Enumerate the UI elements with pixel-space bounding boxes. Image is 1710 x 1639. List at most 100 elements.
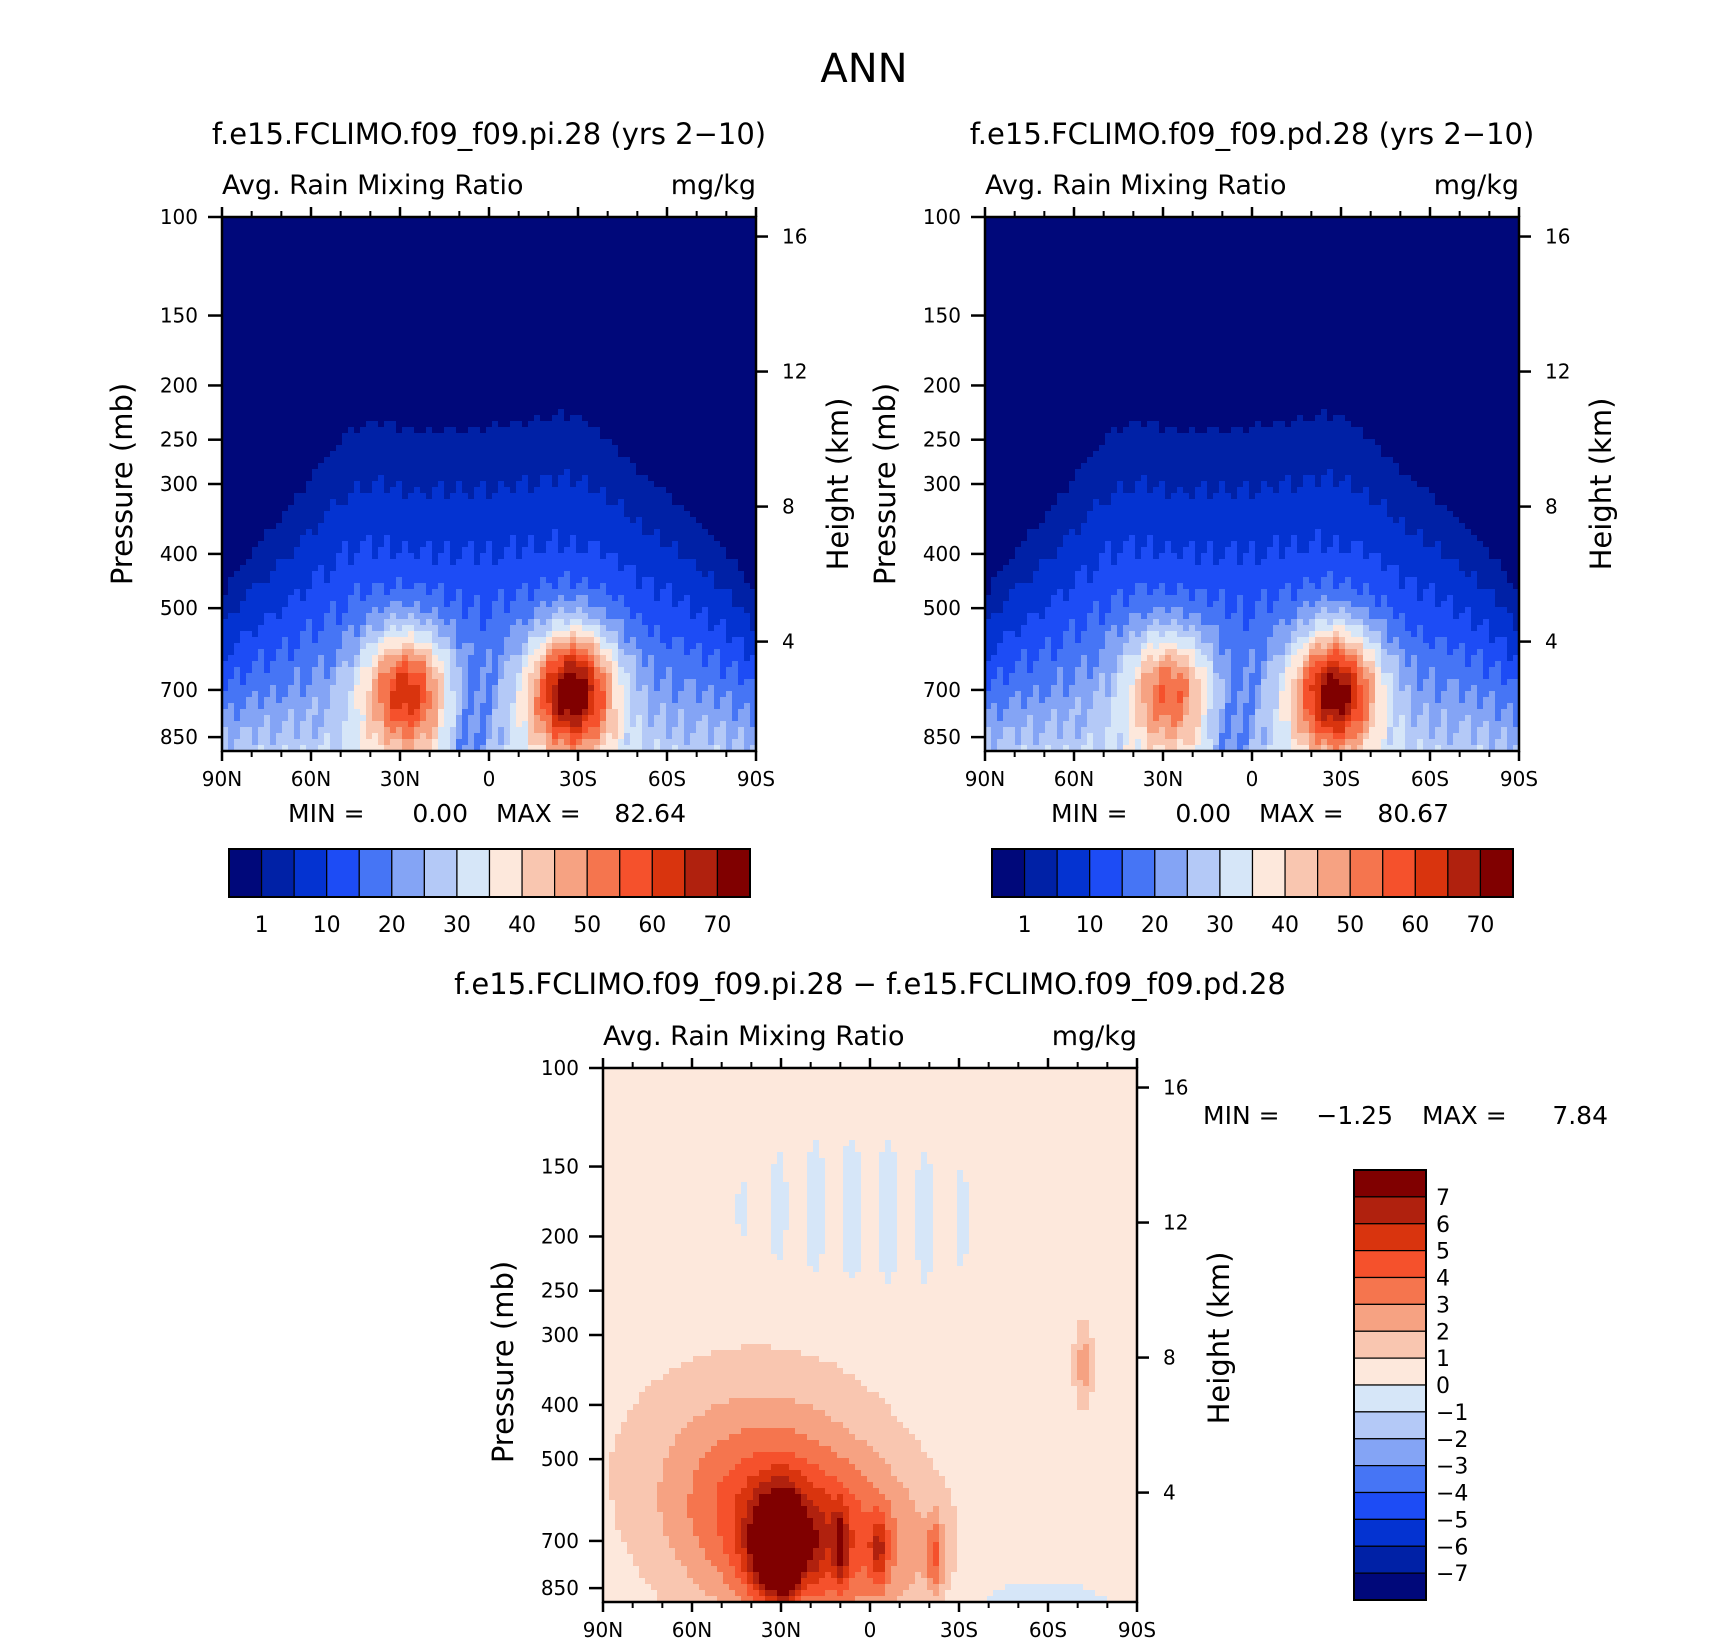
field-cell: [372, 217, 379, 224]
field-cell: [642, 481, 649, 488]
field-cell: [408, 253, 415, 260]
field-cell: [516, 253, 523, 260]
field-cell: [486, 277, 493, 284]
field-cell: [612, 235, 619, 242]
field-cell: [516, 319, 523, 326]
field-cell: [522, 223, 529, 230]
field-cell: [324, 457, 331, 464]
field-cell: [624, 361, 631, 368]
field-cell: [666, 433, 673, 440]
field-cell: [480, 301, 487, 308]
field-cell: [420, 469, 427, 476]
field-cell: [480, 295, 487, 302]
field-cell: [684, 337, 691, 344]
field-cell: [648, 379, 655, 386]
field-cell: [414, 235, 421, 242]
field-cell: [420, 313, 427, 320]
field-cell: [336, 535, 343, 542]
field-cell: [282, 325, 289, 332]
field-cell: [276, 499, 283, 506]
field-cell: [252, 397, 259, 404]
field-cell: [426, 301, 433, 308]
field-cell: [282, 283, 289, 290]
field-cell: [684, 457, 691, 464]
field-cell: [510, 367, 517, 374]
field-cell: [618, 481, 625, 488]
field-cell: [426, 433, 433, 440]
field-cell: [546, 313, 553, 320]
field-cell: [462, 463, 469, 470]
field-cell: [270, 241, 277, 248]
field-cell: [630, 451, 637, 458]
field-cell: [456, 277, 463, 284]
field-cell: [708, 331, 715, 338]
field-cell: [246, 361, 253, 368]
field-cell: [468, 433, 475, 440]
field-cell: [312, 457, 319, 464]
field-cell: [408, 337, 415, 344]
field-cell: [324, 259, 331, 266]
field-cell: [306, 499, 313, 506]
field-cell: [318, 457, 325, 464]
field-cell: [330, 499, 337, 506]
field-cell: [360, 487, 367, 494]
field-cell: [672, 487, 679, 494]
field-cell: [474, 319, 481, 326]
field-cell: [732, 457, 739, 464]
field-cell: [720, 499, 727, 506]
field-cell: [528, 499, 535, 506]
field-cell: [540, 445, 547, 452]
field-cell: [528, 511, 535, 518]
field-cell: [354, 505, 361, 512]
field-cell: [732, 367, 739, 374]
field-cell: [444, 295, 451, 302]
field-cell: [342, 223, 349, 230]
field-cell: [552, 277, 559, 284]
field-cell: [690, 313, 697, 320]
field-cell: [468, 385, 475, 392]
field-cell: [558, 547, 565, 554]
field-cell: [354, 391, 361, 398]
contour-field: [222, 217, 756, 751]
field-cell: [414, 241, 421, 248]
field-cell: [750, 325, 756, 332]
field-cell: [246, 523, 253, 530]
field-cell: [636, 547, 643, 554]
field-cell: [720, 517, 727, 524]
field-cell: [348, 253, 355, 260]
field-cell: [462, 253, 469, 260]
field-cell: [462, 529, 469, 536]
field-cell: [582, 349, 589, 356]
field-cell: [372, 409, 379, 416]
field-cell: [360, 367, 367, 374]
field-cell: [258, 283, 265, 290]
field-cell: [648, 361, 655, 368]
field-cell: [576, 223, 583, 230]
field-cell: [618, 409, 625, 416]
field-cell: [666, 313, 673, 320]
field-cell: [450, 397, 457, 404]
field-cell: [366, 511, 373, 518]
field-cell: [492, 415, 499, 422]
field-cell: [750, 421, 756, 428]
field-cell: [474, 445, 481, 452]
field-cell: [528, 259, 535, 266]
field-cell: [270, 469, 277, 476]
field-cell: [288, 445, 295, 452]
field-cell: [522, 319, 529, 326]
field-cell: [492, 325, 499, 332]
field-cell: [666, 301, 673, 308]
field-cell: [666, 475, 673, 482]
field-cell: [690, 277, 697, 284]
field-cell: [486, 289, 493, 296]
field-cell: [408, 217, 415, 224]
field-cell: [564, 457, 571, 464]
field-cell: [564, 439, 571, 446]
field-cell: [624, 541, 631, 548]
field-cell: [426, 349, 433, 356]
field-cell: [498, 283, 505, 290]
field-cell: [480, 511, 487, 518]
field-cell: [432, 313, 439, 320]
field-cell: [492, 505, 499, 512]
field-cell: [294, 241, 301, 248]
